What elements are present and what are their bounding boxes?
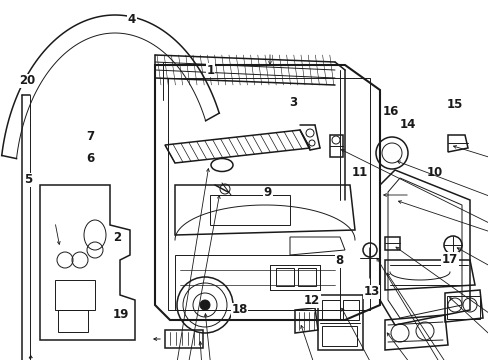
Bar — [58, 310, 88, 332]
Text: 11: 11 — [350, 166, 367, 179]
Text: 2: 2 — [113, 231, 121, 244]
Text: 13: 13 — [363, 285, 379, 298]
Bar — [55, 280, 95, 310]
Text: 4: 4 — [128, 13, 136, 26]
Text: 9: 9 — [264, 186, 271, 199]
Text: 20: 20 — [19, 75, 35, 87]
Text: 3: 3 — [289, 96, 297, 109]
Text: 19: 19 — [113, 309, 129, 321]
Text: 14: 14 — [399, 118, 416, 131]
Text: 6: 6 — [86, 152, 94, 165]
Text: 10: 10 — [426, 166, 443, 179]
Text: 16: 16 — [382, 105, 399, 118]
Text: 7: 7 — [86, 130, 94, 143]
Text: 17: 17 — [441, 253, 457, 266]
Text: 8: 8 — [335, 255, 343, 267]
Text: 12: 12 — [303, 294, 320, 307]
Bar — [329, 135, 342, 157]
Bar — [297, 268, 315, 286]
Text: 18: 18 — [231, 303, 247, 316]
Bar — [321, 326, 356, 346]
Text: 5: 5 — [24, 174, 32, 186]
Bar — [164, 330, 203, 348]
Bar — [342, 300, 358, 320]
Bar — [321, 300, 339, 320]
Text: 15: 15 — [446, 98, 462, 111]
Text: 1: 1 — [206, 64, 214, 77]
Bar — [317, 295, 362, 350]
Bar — [275, 268, 293, 286]
Circle shape — [200, 300, 209, 310]
Bar — [446, 296, 479, 319]
